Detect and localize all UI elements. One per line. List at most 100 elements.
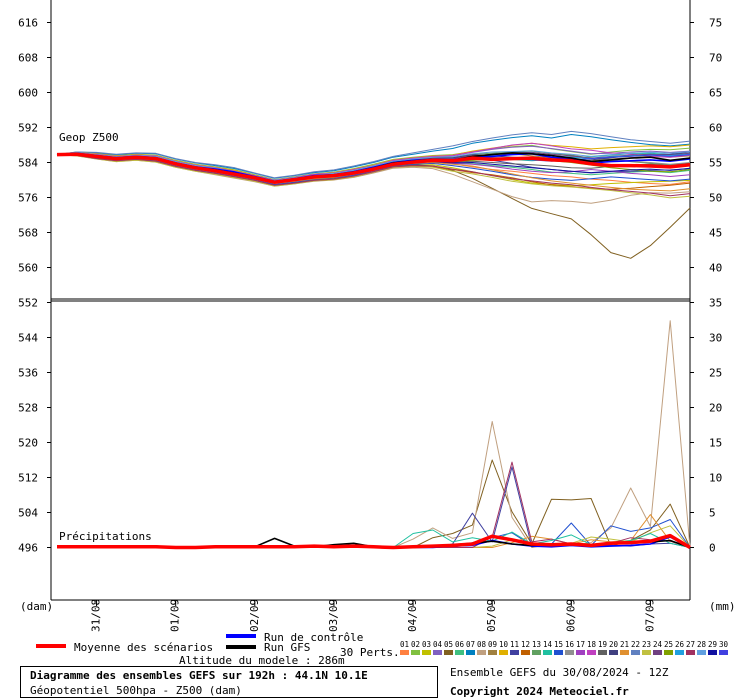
x-tick-label: 01/09	[169, 599, 182, 632]
pert-legend-number: 06	[455, 640, 465, 649]
right-tick-label: 0	[709, 542, 716, 555]
pert-legend-swatch	[565, 650, 574, 655]
x-tick-label: 07/09	[643, 599, 656, 632]
x-tick-label: 03/09	[327, 599, 340, 632]
left-tick-label: 600	[18, 87, 38, 100]
legend-altitude: Altitude du modele : 286m	[179, 654, 345, 667]
pert-legend-swatch	[708, 650, 717, 655]
pert-legend-number: 05	[444, 640, 453, 649]
footer-box: Diagramme des ensembles GEFS sur 192h : …	[20, 666, 438, 698]
pert-legend-swatch	[664, 650, 673, 655]
pert-legend-number: 01	[400, 640, 409, 649]
left-tick-label: 584	[18, 157, 38, 170]
pert-legend-swatch	[642, 650, 651, 655]
z500-series-22	[56, 130, 691, 179]
z500-series-moyenne-des-sc-narios	[56, 152, 691, 184]
upper-panel-series	[56, 130, 691, 259]
left-tick-label: 616	[18, 17, 38, 30]
footer-subtitle: Géopotentiel 500hpa - Z500 (dam)	[30, 684, 242, 697]
pert-legend-swatch	[532, 650, 541, 655]
left-tick-label: 528	[18, 402, 38, 415]
left-tick-label: 520	[18, 437, 38, 450]
pert-legend-swatch	[686, 650, 695, 655]
right-tick-label: 75	[709, 17, 722, 30]
legend-gfs-swatch	[226, 645, 256, 649]
pert-legend-swatch	[455, 650, 464, 655]
right-tick-label: 65	[709, 87, 722, 100]
pert-legend-number: 09	[488, 640, 497, 649]
pert-legend-number: 30	[719, 640, 729, 649]
axes: 6166086005925845765685605525445365285205…	[18, 0, 722, 632]
legend-mean-label: Moyenne des scénarios	[74, 641, 213, 654]
precip-series-moyenne-des-sc-narios	[57, 533, 691, 550]
upper-panel-title: Geop Z500	[59, 131, 119, 144]
pert-legend-swatch	[697, 650, 706, 655]
pert-legend-swatch	[422, 650, 431, 655]
pert-legend-swatch	[433, 650, 442, 655]
pert-legend-number: 21	[620, 640, 629, 649]
left-tick-label: 608	[18, 52, 38, 65]
right-tick-label: 5	[709, 507, 716, 520]
right-tick-label: 10	[709, 472, 722, 485]
pert-legend-number: 08	[477, 640, 487, 649]
right-tick-label: 45	[709, 227, 722, 240]
right-tick-label: 70	[709, 52, 722, 65]
pert-legend-number: 13	[532, 640, 541, 649]
right-tick-label: 25	[709, 367, 722, 380]
pert-legend-swatch	[587, 650, 596, 655]
lower-panel-series	[57, 320, 691, 550]
pert-legend-number: 11	[510, 640, 519, 649]
pert-legend-swatch	[411, 650, 420, 655]
pert-legend-number: 14	[543, 640, 553, 649]
left-tick-label: 552	[18, 297, 38, 310]
pert-legend-number: 02	[411, 640, 420, 649]
pert-legend-number: 26	[675, 640, 685, 649]
copyright: Copyright 2024 Meteociel.fr	[450, 685, 629, 698]
pert-legend-number: 10	[499, 640, 509, 649]
pert-legend-swatch	[554, 650, 563, 655]
pert-legend-number: 24	[653, 640, 663, 649]
pert-legend-swatch	[576, 650, 585, 655]
pert-legend-swatch	[653, 650, 662, 655]
x-tick-label: 31/08	[90, 599, 103, 632]
precip-series-05	[57, 459, 691, 548]
pert-legend-number: 27	[686, 640, 695, 649]
pert-legend-swatch	[488, 650, 497, 655]
precip-series-27	[57, 461, 691, 548]
right-tick-label: 50	[709, 192, 722, 205]
pert-legend-number: 20	[609, 640, 619, 649]
perts-legend: 01 02 03 04 05 06 07 08 09 10 11 12 13 14 15 16 17 18 19 20…	[400, 640, 729, 655]
left-tick-label: 496	[18, 542, 38, 555]
legend-control-swatch	[226, 634, 256, 638]
left-tick-label: 504	[18, 507, 38, 520]
pert-legend-number: 15	[554, 640, 563, 649]
left-unit-label: (dam)	[20, 600, 53, 613]
footer-title: Diagramme des ensembles GEFS sur 192h : …	[30, 669, 368, 682]
z500-series-28	[56, 150, 691, 181]
x-tick-label: 02/09	[248, 599, 261, 632]
legend-mean-swatch	[36, 644, 66, 648]
pert-legend-number: 12	[521, 640, 530, 649]
pert-legend-number: 23	[642, 640, 651, 649]
pert-legend-swatch	[675, 650, 684, 655]
pert-legend-number: 19	[598, 640, 607, 649]
right-tick-label: 40	[709, 262, 722, 275]
precip-series-21	[57, 514, 691, 548]
pert-legend-swatch	[499, 650, 508, 655]
left-tick-label: 544	[18, 332, 38, 345]
pert-legend-swatch	[521, 650, 530, 655]
pert-legend-number: 03	[422, 640, 431, 649]
right-tick-label: 15	[709, 437, 722, 450]
pert-legend-number: 25	[664, 640, 673, 649]
right-tick-label: 55	[709, 157, 722, 170]
pert-legend-swatch	[543, 650, 552, 655]
left-tick-label: 592	[18, 122, 38, 135]
legend-perts-label: 30 Perts.	[340, 646, 400, 659]
right-tick-label: 20	[709, 402, 722, 415]
pert-legend-swatch	[400, 650, 409, 655]
legend: Moyenne des scénarios Run de contrôle Ru…	[36, 631, 729, 667]
pert-legend-swatch	[631, 650, 640, 655]
left-tick-label: 576	[18, 192, 38, 205]
x-tick-label: 05/09	[485, 599, 498, 632]
